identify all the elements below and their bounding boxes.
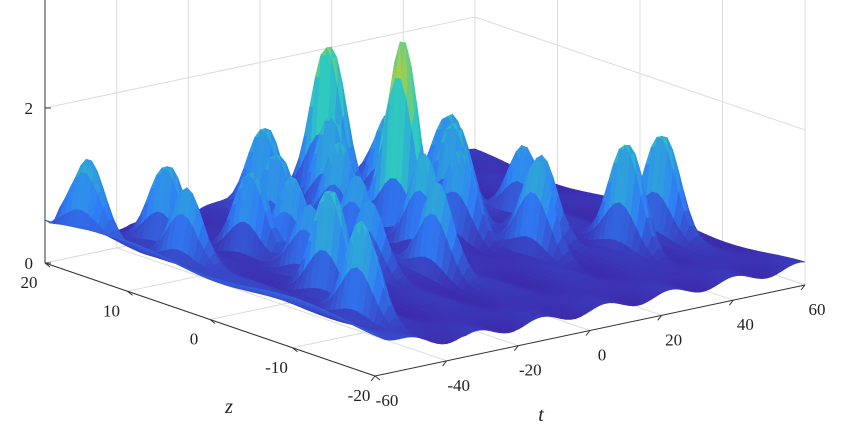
grid-line [44,16,476,109]
surface [44,41,806,345]
grid-line [474,16,806,131]
